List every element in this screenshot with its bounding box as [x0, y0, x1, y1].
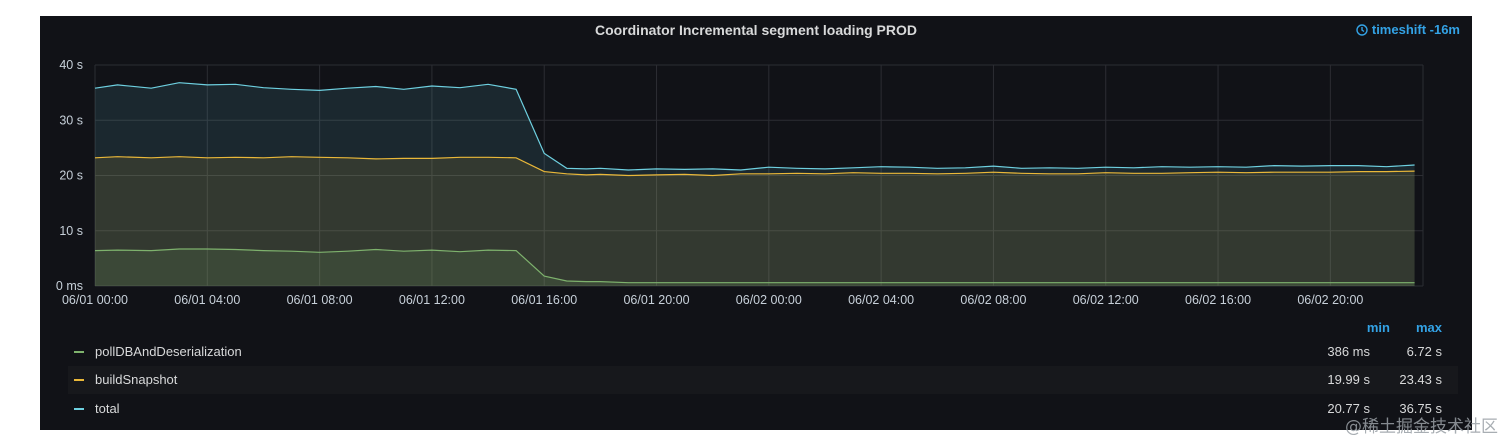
panel-title[interactable]: Coordinator Incremental segment loading …	[594, 22, 918, 38]
y-tick-label: 30 s	[59, 113, 83, 127]
legend-max-header[interactable]: max	[1415, 320, 1442, 335]
legend-series-name: buildSnapshot	[95, 372, 178, 387]
legend-swatch	[74, 351, 84, 353]
legend-item-total[interactable]: total 20.77 s 36.75 s	[68, 395, 1458, 423]
x-tick-label: 06/01 04:00	[174, 293, 240, 307]
clock-icon	[1356, 23, 1368, 36]
chart-plot-area[interactable]: 0 ms 10 s 20 s 30 s 40 s 06/01 00:00 06/01 04:…	[40, 16, 1472, 314]
legend-max-value: 36.75 s	[1399, 401, 1442, 416]
x-tick-label: 06/01 12:00	[399, 293, 465, 307]
legend-swatch	[74, 379, 84, 381]
legend-max-value: 23.43 s	[1399, 372, 1442, 387]
x-tick-label: 06/01 08:00	[287, 293, 353, 307]
watermark: @稀土掘金技术社区	[1345, 417, 1498, 437]
series-area-pollDBAndDeserialization	[95, 249, 1415, 286]
y-tick-label: 40 s	[59, 58, 83, 72]
x-tick-label: 06/01 00:00	[62, 293, 128, 307]
legend-series-name: total	[95, 401, 120, 416]
x-tick-label: 06/02 16:00	[1185, 293, 1251, 307]
timeshift-label: timeshift -16m	[1371, 22, 1460, 37]
x-tick-label: 06/02 20:00	[1297, 293, 1363, 307]
x-tick-label: 06/01 16:00	[511, 293, 577, 307]
series-area-buildSnapshot	[95, 156, 1415, 286]
timeshift-indicator: timeshift -16m	[1356, 22, 1460, 37]
x-tick-label: 06/02 00:00	[736, 293, 802, 307]
x-tick-label: 06/01 20:00	[623, 293, 689, 307]
series-line-total	[94, 82, 1415, 171]
x-tick-label: 06/02 12:00	[1073, 293, 1139, 307]
legend-min-value: 386 ms	[1327, 344, 1370, 359]
legend-item-polldb[interactable]: pollDBAndDeserialization 386 ms 6.72 s	[68, 338, 1458, 366]
y-tick-label: 0 ms	[56, 279, 83, 293]
x-tick-label: 06/02 04:00	[848, 293, 914, 307]
legend-item-buildsnapshot[interactable]: buildSnapshot 19.99 s 23.43 s	[68, 366, 1458, 394]
legend-min-value: 20.77 s	[1327, 401, 1370, 416]
series-area-total	[95, 82, 1415, 286]
y-tick-label: 10 s	[59, 224, 83, 238]
series-line-buildSnapshot	[94, 156, 1415, 177]
series-line-pollDBAndDeserialization	[94, 248, 1415, 284]
legend-min-header[interactable]: min	[1366, 320, 1390, 335]
legend-swatch	[74, 408, 84, 410]
graph-panel: Coordinator Incremental segment loading …	[40, 16, 1472, 430]
legend-series-name: pollDBAndDeserialization	[95, 344, 242, 359]
legend-min-value: 19.99 s	[1327, 372, 1370, 387]
legend-max-value: 6.72 s	[1406, 344, 1442, 359]
x-tick-label: 06/02 08:00	[960, 293, 1026, 307]
y-tick-label: 20 s	[59, 169, 83, 183]
